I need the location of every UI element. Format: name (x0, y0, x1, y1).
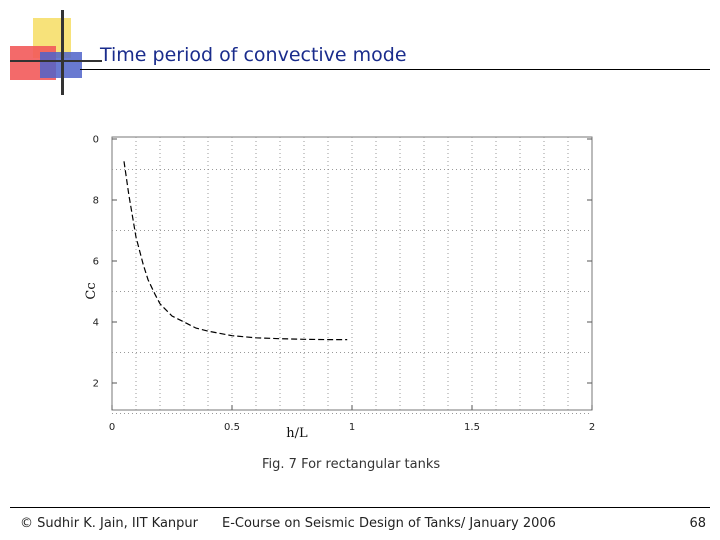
x-tick-label: 1.5 (464, 422, 480, 433)
y-tick-label: 8 (93, 196, 99, 207)
axis-ticks: 0 8 6 4 2 0 0.5 1 1.5 2 (93, 135, 596, 434)
x-tick-label: 0.5 (224, 422, 240, 433)
y-axis-label: Cc (84, 282, 99, 299)
y-tick-label: 6 (93, 257, 99, 268)
series-line (123, 161, 348, 341)
decor-vertical-line (61, 10, 64, 95)
page-number: 68 (689, 516, 706, 531)
footer-author: © Sudhir K. Jain, IIT Kanpur (20, 516, 198, 531)
figure-caption: Fig. 7 For rectangular tanks (262, 457, 441, 472)
x-tick-label: 2 (589, 422, 595, 433)
series-layer (123, 161, 348, 341)
title-underline (80, 69, 710, 70)
slide-title: Time period of convective mode (100, 44, 407, 66)
y-tick-label: 0 (93, 135, 99, 146)
footer-course: E-Course on Seismic Design of Tanks/ Jan… (222, 516, 556, 531)
decor-horizontal-line (10, 60, 102, 62)
footer-rule (10, 507, 710, 508)
y-tick-label: 2 (93, 379, 99, 390)
x-axis-label: h/L (286, 426, 308, 441)
y-tick-label: 4 (93, 318, 99, 329)
x-tick-label: 1 (349, 422, 355, 433)
grid (112, 137, 592, 414)
x-tick-label: 0 (109, 422, 115, 433)
